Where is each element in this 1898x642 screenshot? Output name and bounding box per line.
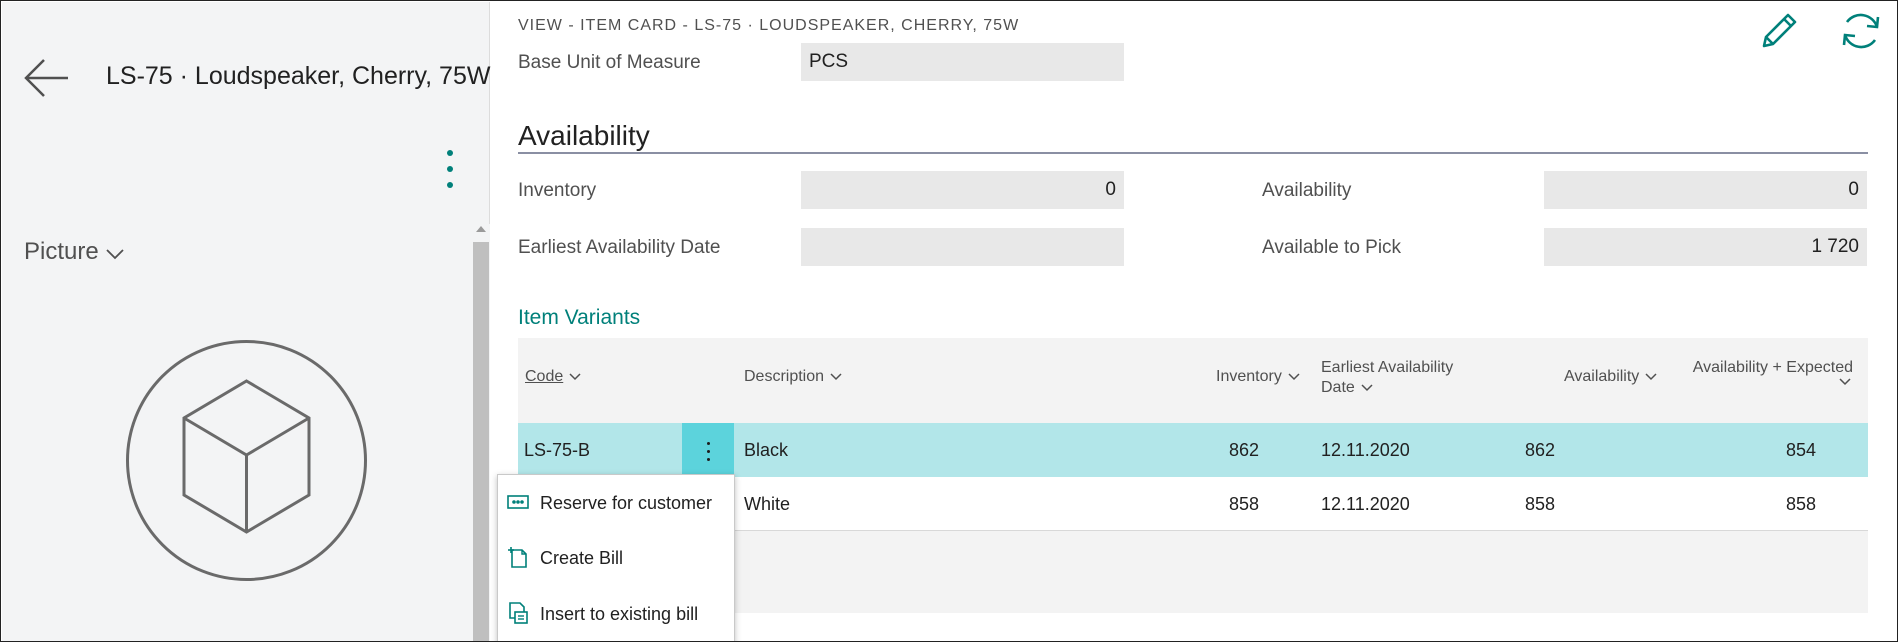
column-header-earliest-date[interactable]: Earliest Availability Date (1321, 358, 1453, 398)
column-header-availability-expected[interactable]: Availability + Expected (1673, 358, 1853, 386)
menu-item-label: Create Bill (540, 547, 624, 568)
row-actions-button[interactable] (682, 423, 734, 477)
cell-description[interactable]: Black (744, 440, 789, 460)
available-to-pick-field[interactable]: 1 720 (1544, 228, 1867, 266)
inventory-field[interactable]: 0 (801, 171, 1124, 209)
row-context-menu: Reserve for customer Create Bill Insert … (497, 474, 735, 641)
cell-availability[interactable]: 862 (1524, 440, 1555, 460)
column-earliest-label-line1: Earliest Availability (1321, 359, 1454, 376)
chevron-down-icon (1361, 384, 1373, 392)
inventory-label: Inventory (518, 180, 597, 201)
vertical-ellipsis-icon (682, 423, 734, 461)
refresh-icon (1842, 13, 1880, 49)
refresh-button[interactable] (1838, 8, 1884, 54)
cell-earliest-date[interactable]: 12.11.2020 (1321, 440, 1410, 460)
column-availability-label: Availability (1564, 368, 1640, 385)
table-row[interactable]: LS-75-B Black 862 12.11.2020 862 854 (518, 423, 1868, 477)
menu-item-label: Insert to existing bill (540, 603, 699, 624)
chevron-down-icon (830, 373, 842, 381)
availability-field[interactable]: 0 (1544, 171, 1867, 209)
item-variants-title[interactable]: Item Variants (518, 306, 641, 329)
vertical-ellipsis-icon (440, 150, 460, 188)
menu-item-label: Reserve for customer (540, 492, 713, 513)
chevron-down-icon (1288, 373, 1300, 381)
create-bill-icon (508, 547, 527, 568)
chevron-down-icon (1645, 373, 1657, 381)
cell-inventory[interactable]: 858 (1228, 494, 1259, 514)
base-unit-field[interactable]: PCS (801, 43, 1124, 81)
column-description-label: Description (744, 368, 825, 385)
pencil-icon (1762, 13, 1797, 48)
cell-code[interactable]: LS-75-B (524, 440, 591, 460)
section-divider (518, 152, 1868, 154)
reserve-icon (507, 495, 529, 509)
cell-avail-expected[interactable]: 858 (1785, 494, 1816, 514)
column-avail-expected-label: Availability + Expected (1692, 359, 1853, 376)
chevron-down-icon (1839, 378, 1851, 386)
cube-icon (126, 340, 367, 581)
scrollbar-thumb[interactable] (473, 242, 489, 641)
cell-description[interactable]: White (744, 494, 791, 514)
chevron-down-icon (106, 249, 124, 260)
column-inventory-label: Inventory (1216, 368, 1282, 385)
window-caption: VIEW - ITEM CARD - LS-75 · LOUDSPEAKER, … (518, 17, 1020, 34)
picture-factbox-header[interactable]: Picture (24, 238, 125, 266)
column-header-inventory[interactable]: Inventory (1216, 368, 1300, 386)
earliest-availability-field[interactable] (801, 228, 1124, 266)
menu-item-reserve-for-customer[interactable]: Reserve for customer (498, 476, 734, 530)
column-header-description[interactable]: Description (744, 368, 842, 386)
cell-avail-expected[interactable]: 854 (1785, 440, 1816, 460)
chevron-down-icon (569, 373, 581, 381)
availability-section-title[interactable]: Availability (518, 120, 650, 151)
cell-availability[interactable]: 858 (1524, 494, 1555, 514)
main-content: VIEW - ITEM CARD - LS-75 · LOUDSPEAKER, … (491, 2, 1897, 641)
scroll-up-arrow[interactable] (476, 226, 486, 232)
page-title: LS-75 · Loudspeaker, Cherry, 75W (106, 62, 491, 90)
menu-item-create-bill[interactable]: Create Bill (498, 531, 734, 585)
available-to-pick-label: Available to Pick (1262, 237, 1402, 258)
insert-bill-icon (509, 602, 528, 624)
column-earliest-label-line2: Date (1321, 379, 1355, 396)
availability-label: Availability (1262, 180, 1352, 201)
base-unit-label: Base Unit of Measure (518, 52, 701, 73)
item-variants-grid: Code Description Inventory Earliest Avai… (518, 338, 1868, 613)
picture-label: Picture (24, 238, 99, 265)
column-header-code[interactable]: Code (525, 368, 581, 386)
menu-item-insert-to-existing-bill[interactable]: Insert to existing bill (498, 587, 734, 641)
back-button[interactable] (22, 58, 70, 98)
cell-inventory[interactable]: 862 (1228, 440, 1259, 460)
edit-button[interactable] (1756, 8, 1802, 54)
more-actions-button[interactable] (440, 150, 460, 198)
column-code-label: Code (525, 368, 564, 385)
arrow-left-icon (24, 59, 68, 97)
column-header-availability[interactable]: Availability (1564, 368, 1657, 386)
left-panel: LS-75 · Loudspeaker, Cherry, 75W Picture (2, 2, 491, 641)
earliest-availability-label: Earliest Availability Date (518, 237, 721, 258)
table-row[interactable]: White 858 12.11.2020 858 858 (518, 477, 1868, 531)
cell-earliest-date[interactable]: 12.11.2020 (1321, 494, 1410, 514)
